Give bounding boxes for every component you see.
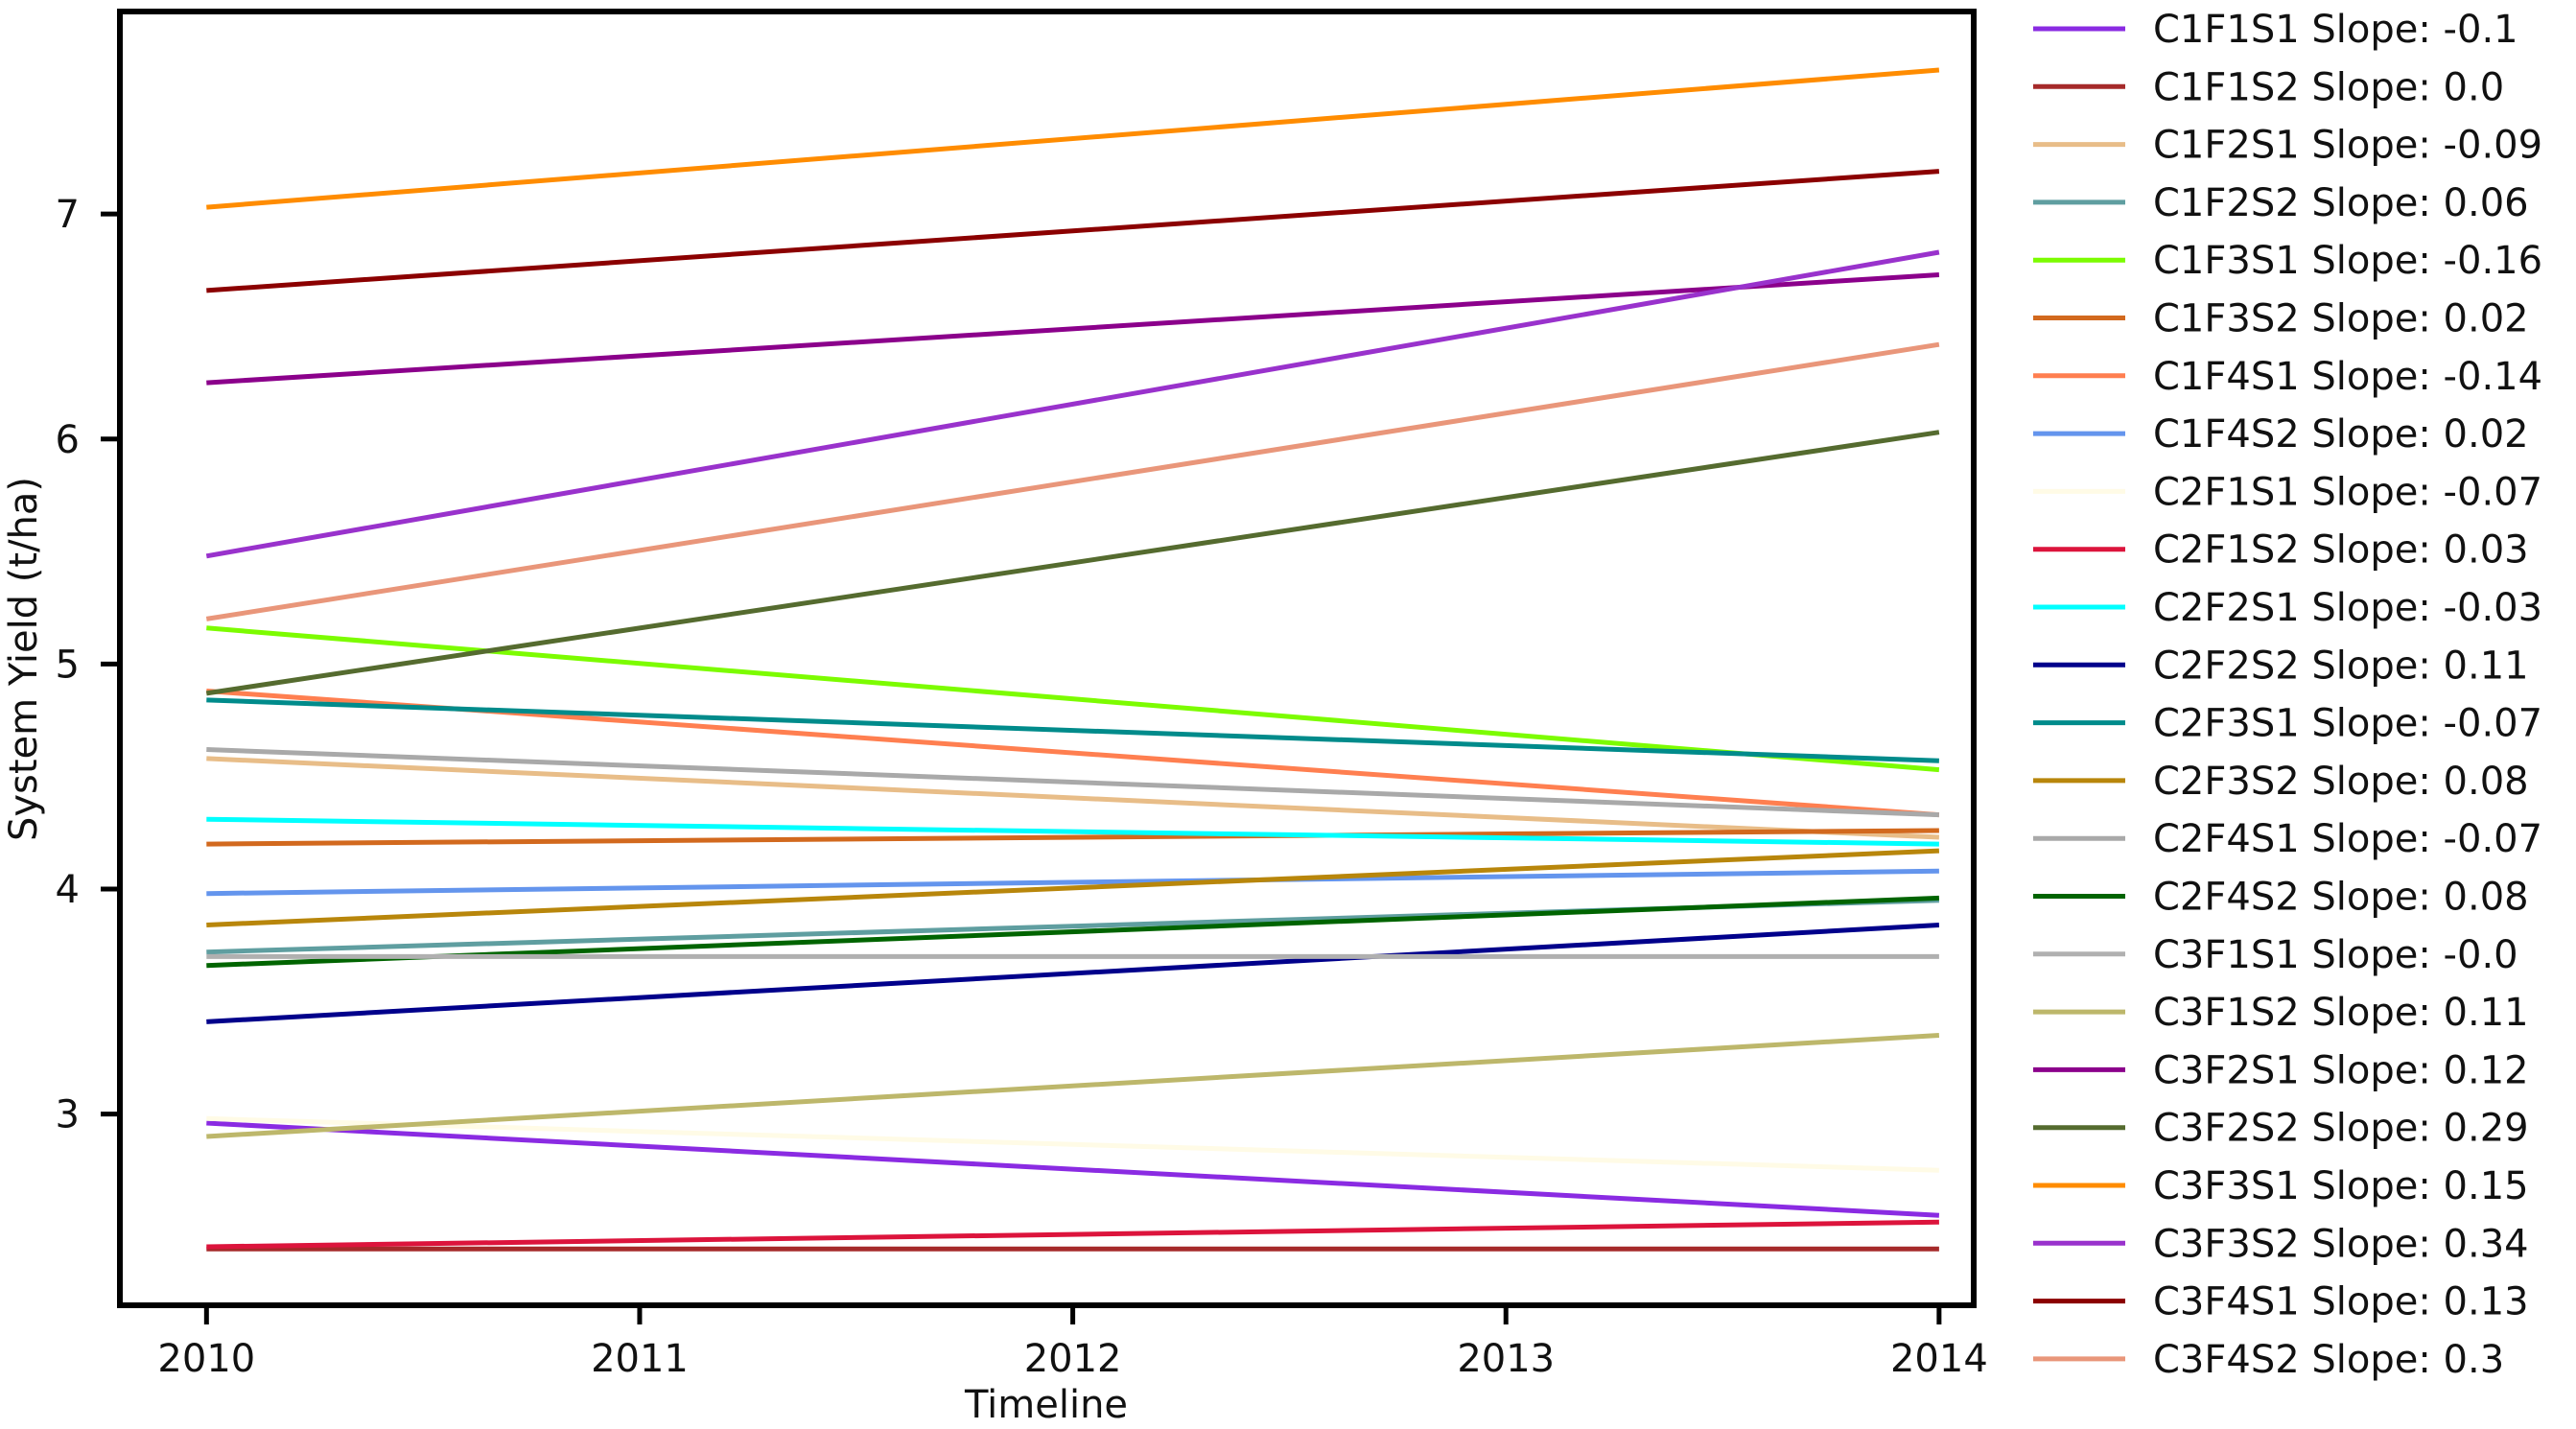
legend-item: C3F3S2 Slope: 0.34 (2033, 1222, 2529, 1266)
axis-ticks: 2010 2011 2012 2013 2014 3 4 5 6 7 (56, 193, 1988, 1381)
series-line-8 (206, 1115, 1939, 1173)
legend-label: C2F1S1 Slope: -0.07 (2153, 470, 2542, 514)
legend-item: C1F2S2 Slope: 0.06 (2033, 181, 2529, 225)
legend-label: C1F2S1 Slope: -0.09 (2153, 124, 2542, 168)
y-tick-label: 4 (56, 868, 80, 912)
legend-label: C1F3S2 Slope: 0.02 (2153, 297, 2529, 341)
legend-label: C3F4S1 Slope: 0.13 (2153, 1280, 2529, 1324)
plot-frame (117, 9, 1977, 1308)
series-line-4 (206, 625, 1940, 773)
x-tick-label: 2011 (591, 1337, 689, 1381)
series-line-7 (206, 868, 1939, 897)
legend-label: C3F3S1 Slope: 0.15 (2153, 1164, 2529, 1208)
legend-label: C2F3S2 Slope: 0.08 (2153, 760, 2529, 804)
x-axis-label: Timeline (964, 1383, 1128, 1425)
legend-label: C2F4S2 Slope: 0.08 (2153, 876, 2529, 920)
legend-label: C1F2S2 Slope: 0.06 (2153, 181, 2529, 225)
x-tick-label: 2014 (1890, 1337, 1988, 1381)
legend-item: C1F3S1 Slope: -0.16 (2033, 239, 2542, 283)
x-tick-label: 2010 (157, 1337, 255, 1381)
legend: C1F1S1 Slope: -0.1 C1F1S2 Slope: 0.0 C1F2S… (2033, 8, 2542, 1382)
series-line-17 (206, 1033, 1940, 1139)
x-tick-label: 2012 (1024, 1337, 1122, 1381)
series-line-13 (206, 848, 1940, 927)
legend-label: C3F2S1 Slope: 0.12 (2153, 1048, 2529, 1092)
legend-item: C3F1S1 Slope: -0.0 (2033, 933, 2518, 977)
legend-item: C2F3S2 Slope: 0.08 (2033, 760, 2529, 804)
legend-label: C1F1S1 Slope: -0.1 (2153, 8, 2518, 52)
series-line-23 (205, 341, 1940, 621)
legend-item: C2F3S1 Slope: -0.07 (2033, 702, 2542, 746)
series-line-14 (206, 747, 1939, 818)
legend-label: C1F4S2 Slope: 0.02 (2153, 412, 2529, 457)
y-tick-label: 7 (56, 193, 80, 237)
legend-label: C2F2S2 Slope: 0.11 (2153, 644, 2529, 688)
series-line-19 (205, 430, 1940, 696)
series-line-18 (206, 272, 1940, 386)
y-tick-label: 3 (56, 1093, 80, 1137)
legend-item: C3F1S2 Slope: 0.11 (2033, 991, 2529, 1035)
series-line-0 (206, 1120, 1940, 1218)
legend-item: C3F3S1 Slope: 0.15 (2033, 1164, 2529, 1208)
legend-label: C3F4S2 Slope: 0.3 (2153, 1338, 2504, 1382)
series-line-22 (206, 169, 1940, 293)
legend-label: C3F1S1 Slope: -0.0 (2153, 933, 2518, 977)
legend-item: C3F4S2 Slope: 0.3 (2033, 1338, 2504, 1382)
legend-label: C2F3S1 Slope: -0.07 (2153, 702, 2542, 746)
legend-item: C1F1S2 Slope: 0.0 (2033, 65, 2504, 109)
legend-label: C1F3S1 Slope: -0.16 (2153, 239, 2542, 283)
series-lines (205, 67, 1940, 1252)
y-tick-label: 6 (56, 418, 80, 462)
legend-item: C1F2S1 Slope: -0.09 (2033, 124, 2542, 168)
legend-item: C3F2S2 Slope: 0.29 (2033, 1107, 2529, 1151)
series-line-12 (206, 697, 1939, 763)
legend-item: C1F4S2 Slope: 0.02 (2033, 412, 2529, 457)
series-line-20 (206, 67, 1940, 210)
legend-item: C2F4S2 Slope: 0.08 (2033, 876, 2529, 920)
legend-item: C1F4S1 Slope: -0.14 (2033, 355, 2542, 399)
legend-item: C2F2S1 Slope: -0.03 (2033, 586, 2542, 630)
legend-label: C3F3S2 Slope: 0.34 (2153, 1222, 2529, 1266)
series-line-10 (206, 816, 1939, 847)
legend-item: C1F1S1 Slope: -0.1 (2033, 8, 2518, 52)
x-tick-label: 2013 (1457, 1337, 1555, 1381)
legend-item: C3F2S1 Slope: 0.12 (2033, 1048, 2529, 1092)
series-line-11 (206, 923, 1940, 1024)
series-line-9 (206, 1219, 1939, 1250)
legend-item: C2F4S1 Slope: -0.07 (2033, 817, 2542, 861)
legend-item: C2F1S2 Slope: 0.03 (2033, 528, 2529, 573)
series-line-2 (206, 756, 1940, 840)
legend-label: C2F1S2 Slope: 0.03 (2153, 528, 2529, 573)
legend-label: C1F1S2 Slope: 0.0 (2153, 65, 2504, 109)
legend-label: C2F2S1 Slope: -0.03 (2153, 586, 2542, 630)
y-axis-label: System Yield (t/ha) (2, 477, 46, 841)
series-line-21 (205, 249, 1940, 559)
legend-item: C2F2S2 Slope: 0.11 (2033, 644, 2529, 688)
series-line-5 (206, 828, 1939, 847)
legend-item: C1F3S2 Slope: 0.02 (2033, 297, 2529, 341)
legend-item: C3F4S1 Slope: 0.13 (2033, 1280, 2529, 1324)
legend-label: C3F1S2 Slope: 0.11 (2153, 991, 2529, 1035)
legend-label: C1F4S1 Slope: -0.14 (2153, 355, 2542, 399)
y-tick-label: 5 (56, 643, 80, 687)
legend-label: C3F2S2 Slope: 0.29 (2153, 1107, 2529, 1151)
legend-item: C2F1S1 Slope: -0.07 (2033, 470, 2542, 514)
legend-label: C2F4S1 Slope: -0.07 (2153, 817, 2542, 861)
